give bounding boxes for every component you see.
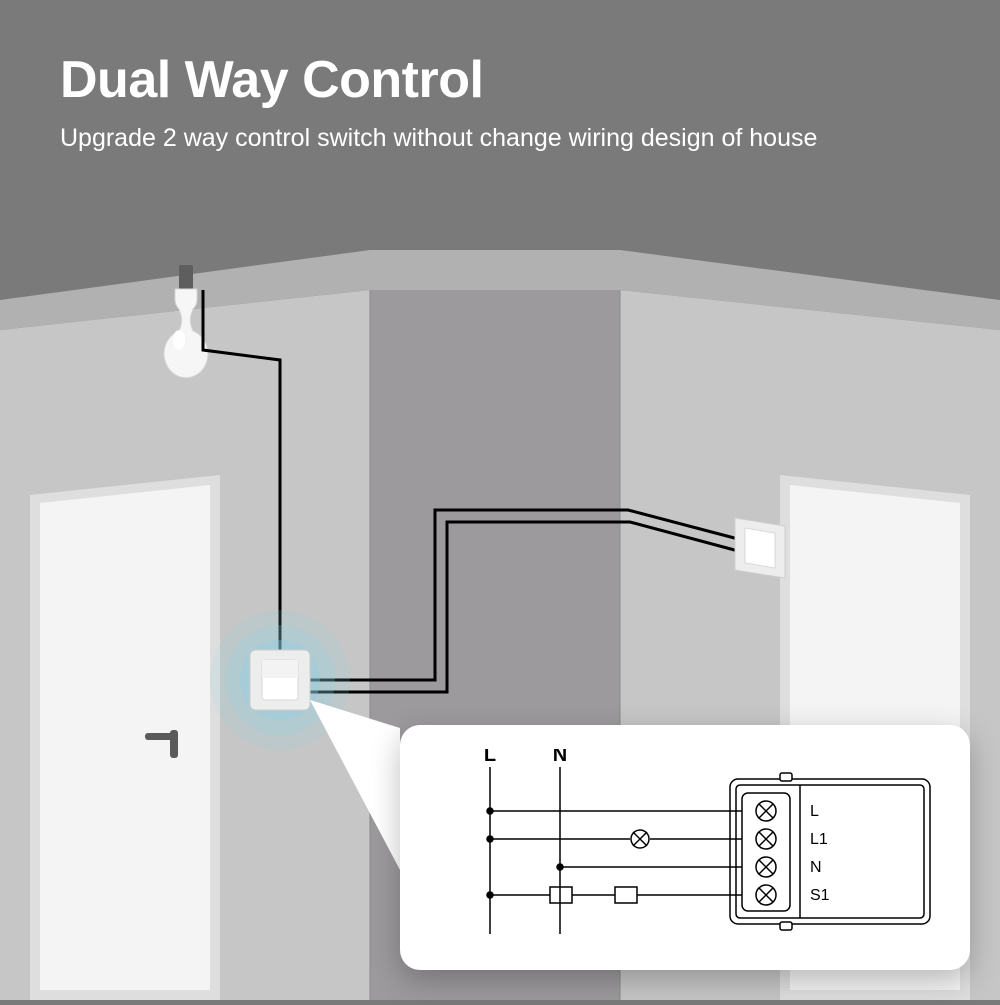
left-door [30,475,220,1000]
header: Dual Way Control Upgrade 2 way control s… [60,50,940,156]
wiring-diagram-callout: L N [400,725,970,970]
label-N: N [553,749,567,766]
terminal-L: L [810,803,819,820]
terminal-S1: S1 [810,887,830,904]
terminal-L1: L1 [810,831,828,848]
switch-right [735,518,785,578]
page-title: Dual Way Control [60,50,940,110]
label-L: L [484,749,496,766]
terminal-N: N [810,859,822,876]
page-subtitle: Upgrade 2 way control switch without cha… [60,122,940,156]
